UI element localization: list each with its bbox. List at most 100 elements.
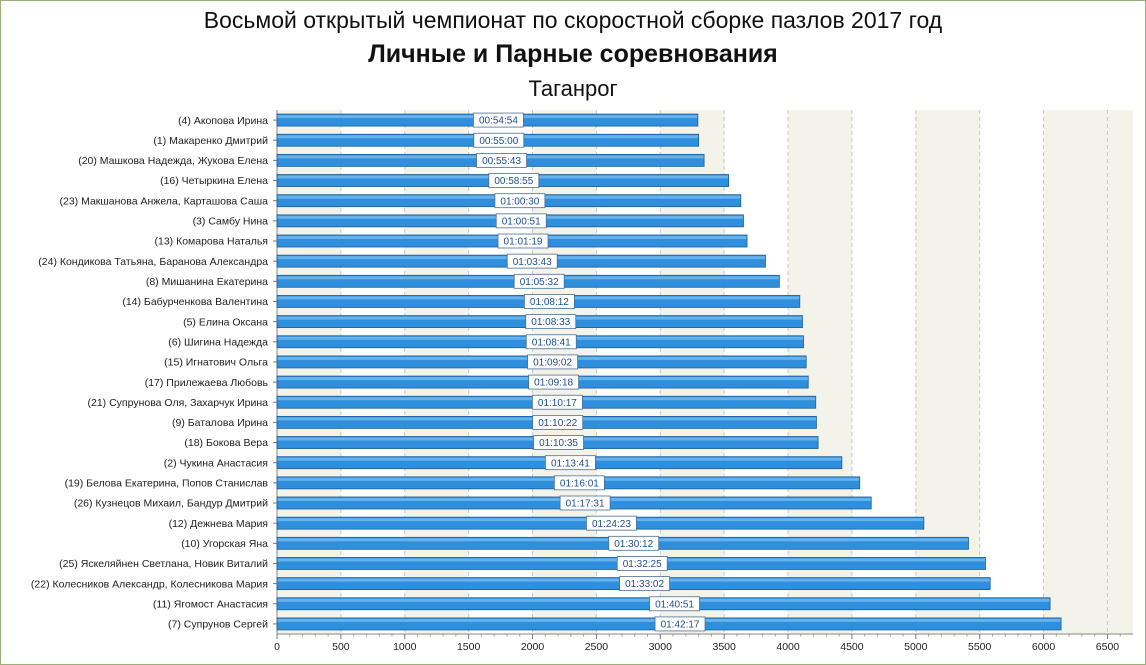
- x-tick-label: 5500: [968, 641, 992, 653]
- data-label-box: [497, 233, 549, 249]
- category-label: (26) Кузнецов Михаил, Бандур Дмитрий: [74, 498, 268, 510]
- data-label-box: [553, 475, 605, 491]
- grid-band: [277, 110, 341, 634]
- category-label: (17) Прилежаева Любовь: [145, 377, 269, 389]
- x-tick-label: 4000: [776, 641, 800, 653]
- chart-title: Восьмой открытый чемпионат по скоростной…: [203, 7, 943, 33]
- grid-band: [660, 110, 725, 634]
- x-tick-label: 2000: [521, 641, 545, 653]
- x-tick-label: 6000: [1032, 641, 1056, 653]
- category-label: (6) Шигина Надежда: [168, 336, 268, 348]
- x-tick-label: 2500: [585, 641, 609, 653]
- data-label: 01:00:51: [502, 216, 541, 227]
- data-label: 01:13:41: [551, 458, 590, 469]
- data-label: 01:08:12: [530, 297, 569, 308]
- data-label-box: [506, 253, 558, 269]
- category-label: (15) Игнатович Ольга: [164, 357, 268, 369]
- data-label-box: [649, 596, 700, 612]
- data-label-box: [559, 495, 611, 511]
- data-label-box: [616, 556, 668, 571]
- category-label: (13) Комарова Наталья: [154, 236, 268, 248]
- category-label: (19) Белова Екатерина, Попов Станислав: [65, 478, 269, 490]
- data-label: 01:09:18: [534, 378, 573, 389]
- grid-band: [788, 110, 852, 634]
- x-tick-label: 5000: [904, 641, 928, 653]
- data-label: 01:05:32: [520, 277, 559, 288]
- x-tick-label: 6500: [1096, 641, 1120, 653]
- data-label-box: [608, 535, 660, 551]
- data-label-box: [532, 414, 584, 430]
- data-label-box: [513, 273, 565, 289]
- data-label-box: [473, 132, 525, 148]
- data-label: 01:03:43: [513, 257, 552, 268]
- category-label: (24) Кондикова Татьяна, Баранова Алексан…: [38, 256, 268, 268]
- data-label: 01:33:02: [625, 579, 664, 590]
- category-label: (5) Елина Оксана: [183, 316, 268, 328]
- grid-band: [404, 110, 469, 634]
- x-tick-label: 4500: [840, 641, 864, 653]
- data-label: 01:09:02: [533, 358, 572, 369]
- category-label: (12) Дежнева Мария: [169, 518, 268, 530]
- data-label: 01:40:51: [655, 599, 694, 610]
- data-label-box: [531, 394, 583, 410]
- data-label: 00:54:54: [479, 116, 518, 127]
- data-label: 01:32:25: [623, 559, 662, 570]
- x-tick-label: 3000: [649, 641, 673, 653]
- grid-band: [532, 110, 597, 634]
- data-label-box: [473, 112, 524, 128]
- category-label: (18) Бокова Вера: [184, 437, 268, 449]
- data-label-box: [586, 515, 637, 531]
- data-label: 01:10:35: [539, 438, 578, 449]
- data-label: 00:55:43: [482, 156, 521, 167]
- category-label: (23) Макшанова Анжела, Карташова Саша: [59, 195, 268, 207]
- data-label: 01:00:30: [500, 196, 539, 207]
- category-label: (14) Бабурченкова Валентина: [122, 296, 268, 308]
- category-label: (11) Ягомост Анастасия: [153, 598, 268, 610]
- data-label-box: [525, 314, 577, 330]
- category-label: (10) Угорская Яна: [181, 538, 268, 550]
- category-label: (8) Мишанина Екатерина: [146, 276, 268, 288]
- data-label-box: [525, 334, 577, 350]
- data-label-box: [523, 294, 575, 309]
- category-label: (2) Чукина Анастасия: [164, 457, 268, 469]
- data-label: 01:10:17: [538, 398, 577, 409]
- x-tick-label: 1000: [393, 641, 417, 653]
- data-label-box: [476, 152, 527, 168]
- data-label: 00:55:00: [479, 136, 518, 147]
- data-label-box: [488, 173, 540, 188]
- data-label: 01:01:19: [504, 237, 543, 248]
- category-label: (1) Макаренко Дмитрий: [153, 135, 268, 147]
- category-label: (16) Четыркина Елена: [160, 175, 268, 187]
- data-label: 01:08:41: [532, 337, 571, 348]
- category-label: (25) Яскеляйнен Светлана, Новик Виталий: [59, 558, 268, 570]
- category-label: (21) Супрунова Оля, Захарчук Ирина: [87, 397, 268, 409]
- data-label: 01:30:12: [614, 539, 653, 550]
- data-label: 01:24:23: [592, 519, 631, 530]
- category-label: (20) Машкова Надежда, Жукова Елена: [78, 155, 268, 167]
- category-label: (22) Колесников Александр, Колесникова М…: [31, 578, 268, 590]
- grid-band: [915, 110, 980, 634]
- chart-location: Таганрог: [528, 76, 618, 101]
- data-label-box: [495, 213, 547, 229]
- category-label: (4) Акопова Ирина: [178, 115, 268, 127]
- x-tick-label: 1500: [457, 641, 481, 653]
- data-label: 01:10:22: [538, 418, 577, 429]
- data-label-box: [545, 455, 596, 471]
- chart-subtitle: Личные и Парные соревнования: [368, 40, 778, 68]
- x-tick-label: 0: [274, 641, 280, 653]
- data-label-box: [527, 354, 578, 370]
- grid-band: [1107, 110, 1133, 634]
- data-label: 01:42:17: [661, 620, 700, 631]
- data-label: 01:16:01: [560, 478, 599, 489]
- data-label-box: [619, 576, 670, 592]
- data-label-box: [533, 435, 584, 450]
- data-label-box: [494, 193, 546, 209]
- category-label: (9) Баталова Ирина: [172, 417, 268, 429]
- data-label: 01:08:33: [531, 317, 570, 328]
- grid-band: [1043, 110, 1108, 634]
- data-label: 01:17:31: [566, 499, 605, 510]
- data-label-box: [528, 374, 580, 390]
- category-label: (7) Супрунов Сергей: [168, 619, 268, 631]
- data-label-box: [654, 616, 706, 632]
